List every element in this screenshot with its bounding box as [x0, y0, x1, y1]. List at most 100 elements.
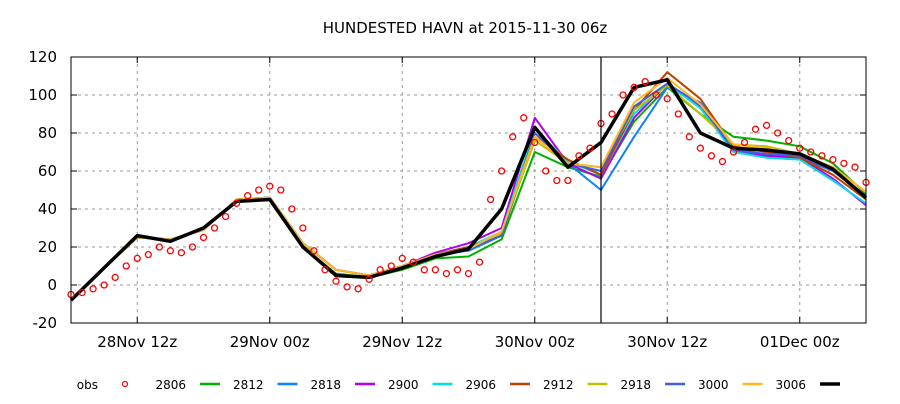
x-tick-label: 01Dec 00z: [760, 333, 840, 351]
obs-point: [696, 144, 705, 152]
obs-point: [188, 243, 197, 251]
legend-label-3006: 3006: [775, 378, 806, 392]
obs-point: [133, 254, 141, 263]
y-tick-label: 60: [38, 162, 57, 180]
obs-point: [453, 266, 462, 274]
obs-point: [155, 243, 163, 251]
obs-point: [464, 269, 473, 278]
series-line-2818: [70, 82, 867, 301]
obs-point: [542, 167, 550, 175]
y-tick-label: 40: [38, 200, 57, 218]
obs-point: [630, 83, 638, 92]
obs-point: [531, 138, 539, 147]
series-line-2918: [70, 82, 867, 301]
series-lines: [69, 71, 868, 302]
obs-point: [89, 285, 97, 293]
y-tick-label: -20: [33, 314, 58, 332]
obs-point: [796, 144, 804, 152]
obs-point: [310, 247, 318, 255]
legend-label-obs: obs: [77, 378, 98, 392]
series-line-2900: [70, 82, 867, 301]
obs-point: [266, 182, 274, 190]
obs-point: [774, 129, 782, 137]
series-line-2906: [70, 71, 867, 301]
obs-point: [851, 163, 859, 171]
obs-point: [332, 277, 340, 285]
obs-point: [343, 283, 351, 291]
obs-point: [321, 266, 329, 274]
legend-label-2912: 2912: [543, 378, 574, 392]
obs-point: [729, 148, 738, 156]
obs-point: [409, 258, 417, 266]
obs-point: [199, 233, 208, 242]
obs-point: [299, 224, 307, 232]
x-tick-label: 29Nov 12z: [362, 333, 442, 351]
obs-point: [575, 152, 583, 160]
y-tick-label: 100: [28, 86, 57, 104]
obs-point: [210, 224, 219, 232]
obs-point: [387, 262, 395, 270]
obs-point: [144, 250, 152, 259]
obs-points: [67, 78, 870, 299]
obs-point: [663, 95, 671, 103]
obs-point: [486, 195, 495, 204]
x-tick-label: 30Nov 12z: [627, 333, 707, 351]
obs-point: [718, 157, 727, 166]
obs-point: [431, 266, 440, 274]
legend-label-2818: 2818: [310, 378, 341, 392]
legend-label-2900: 2900: [388, 378, 419, 392]
legend-label-2812: 2812: [233, 378, 264, 392]
obs-point: [398, 254, 406, 263]
obs-point: [420, 266, 428, 274]
legend: obs 2806 2812 2818 2900 2906 2912 2918 3000 3006: [77, 378, 840, 392]
x-tick-label: 29Nov 00z: [230, 333, 310, 351]
obs-point: [376, 266, 384, 274]
obs-point: [740, 138, 749, 147]
obs-point: [840, 159, 848, 168]
obs-point: [288, 205, 296, 213]
obs-point: [509, 133, 517, 141]
obs-point: [641, 78, 649, 86]
obs-point: [354, 285, 362, 293]
grid: [71, 57, 866, 323]
obs-point: [619, 91, 627, 99]
series-line-2812: [70, 86, 867, 301]
obs-point: [829, 155, 837, 164]
obs-point: [166, 247, 175, 255]
obs-point: [652, 91, 660, 99]
axes: -20 0 20 40 60 80 100 120 28Nov 12z 29Nov 00z 29No…: [28, 48, 866, 351]
series-line-2912: [70, 84, 867, 301]
legend-label-2806: 2806: [155, 378, 186, 392]
obs-point: [244, 192, 252, 200]
obs-point: [762, 121, 771, 130]
obs-point: [785, 136, 793, 145]
obs-point: [497, 167, 506, 175]
obs-point: [442, 269, 451, 278]
series-line-2806: [70, 86, 867, 301]
obs-point: [277, 186, 285, 194]
obs-point: [232, 199, 241, 207]
series-line-3000: [70, 76, 867, 301]
obs-point: [608, 110, 616, 118]
y-tick-label: 20: [38, 238, 57, 256]
series-line-3006: [69, 78, 868, 302]
obs-point: [520, 114, 528, 122]
obs-point: [707, 152, 716, 160]
obs-point: [674, 110, 682, 118]
plot-frame: [70, 56, 867, 324]
x-tick-label: 30Nov 00z: [495, 333, 575, 351]
obs-point: [564, 176, 572, 185]
obs-point: [221, 212, 230, 221]
obs-point: [818, 152, 826, 160]
obs-point: [807, 148, 815, 156]
obs-point: [111, 273, 119, 282]
obs-point: [177, 249, 186, 257]
obs-point: [255, 186, 263, 194]
legend-label-2918: 2918: [620, 378, 651, 392]
obs-point: [685, 133, 693, 141]
chart-title: HUNDESTED HAVN at 2015-11-30 06z: [323, 19, 608, 37]
x-tick-label: 28Nov 12z: [97, 333, 177, 351]
obs-point: [475, 258, 484, 266]
legend-label-3000: 3000: [698, 378, 729, 392]
